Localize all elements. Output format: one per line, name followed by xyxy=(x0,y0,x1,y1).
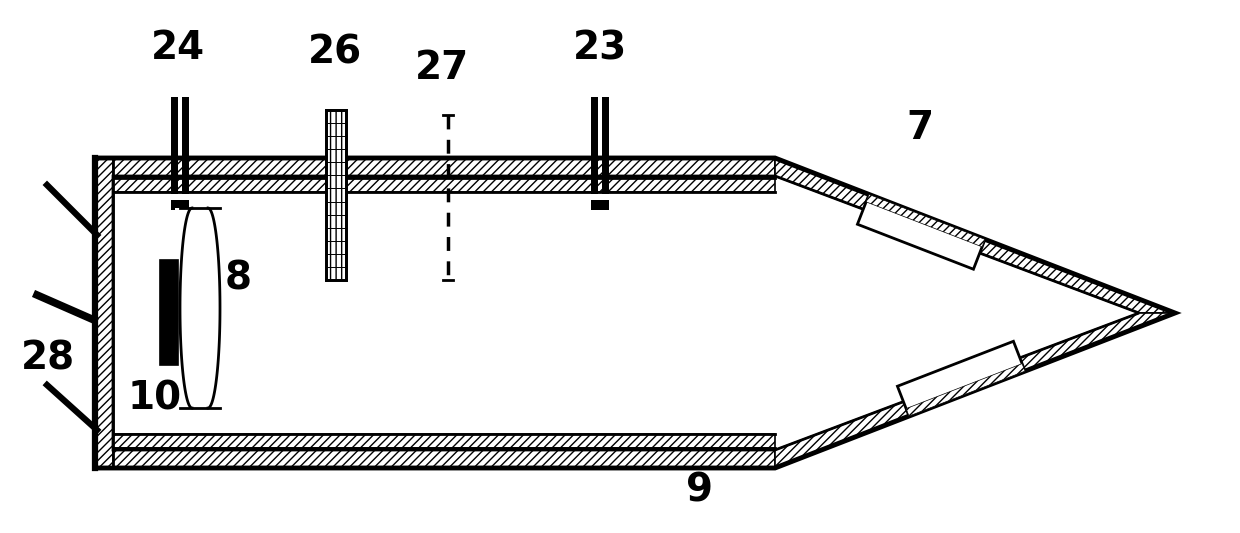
Bar xyxy=(175,208,224,408)
Text: 26: 26 xyxy=(308,33,362,71)
Bar xyxy=(591,97,598,194)
Bar xyxy=(171,200,188,210)
Polygon shape xyxy=(95,450,775,468)
Polygon shape xyxy=(113,434,775,448)
Text: 27: 27 xyxy=(415,49,469,87)
Text: 7: 7 xyxy=(906,109,934,147)
Polygon shape xyxy=(113,176,1140,450)
Polygon shape xyxy=(866,195,985,247)
Bar xyxy=(326,110,346,280)
Polygon shape xyxy=(906,364,1025,416)
Polygon shape xyxy=(95,158,775,176)
Polygon shape xyxy=(857,195,985,269)
Bar xyxy=(591,200,609,210)
Text: 24: 24 xyxy=(151,29,205,67)
Polygon shape xyxy=(95,158,113,468)
Text: 10: 10 xyxy=(128,379,182,417)
Polygon shape xyxy=(898,341,1025,416)
Polygon shape xyxy=(775,158,1176,313)
Polygon shape xyxy=(775,313,1176,468)
Text: 28: 28 xyxy=(21,339,76,377)
Bar xyxy=(601,97,609,194)
Text: 8: 8 xyxy=(224,259,252,297)
Bar xyxy=(160,260,179,365)
Polygon shape xyxy=(113,178,775,192)
Bar xyxy=(171,97,179,194)
Bar xyxy=(182,97,188,194)
Text: 23: 23 xyxy=(573,29,627,67)
Text: 9: 9 xyxy=(687,471,713,509)
